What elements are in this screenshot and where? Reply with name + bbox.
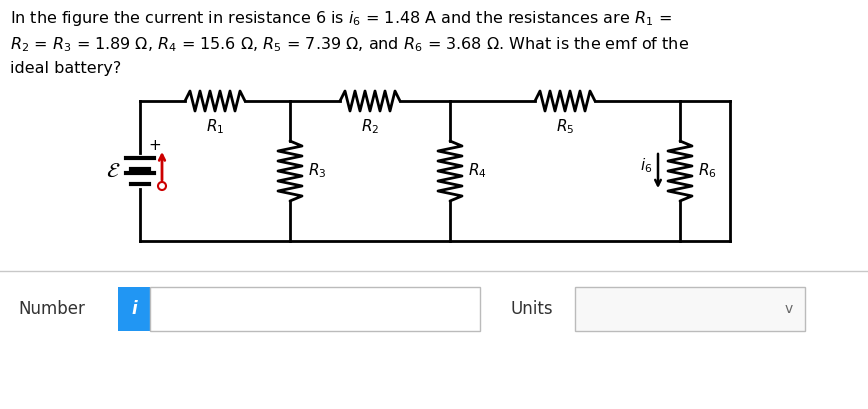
Bar (575, 287, 805, 331)
Text: $R_2$: $R_2$ (361, 117, 379, 136)
Text: ideal battery?: ideal battery? (10, 61, 122, 76)
Text: +: + (148, 139, 161, 153)
Text: $R_6$: $R_6$ (698, 162, 717, 180)
Text: i: i (131, 300, 137, 318)
Text: v: v (785, 302, 793, 316)
Text: $R_4$: $R_4$ (468, 162, 487, 180)
Text: Number: Number (18, 300, 85, 318)
Text: $R_5$: $R_5$ (556, 117, 574, 136)
Text: In the figure the current in resistance 6 is $i_6$ = 1.48 A and the resistances : In the figure the current in resistance … (10, 9, 672, 28)
Text: Units: Units (510, 300, 553, 318)
Text: $R_2$ = $R_3$ = 1.89 $\Omega$, $R_4$ = 15.6 $\Omega$, $R_5$ = 7.39 $\Omega$, and: $R_2$ = $R_3$ = 1.89 $\Omega$, $R_4$ = 1… (10, 35, 689, 54)
Text: $\mathcal{E}$: $\mathcal{E}$ (106, 161, 120, 181)
Text: $R_1$: $R_1$ (206, 117, 224, 136)
Bar (118, 287, 150, 331)
Bar (150, 287, 480, 331)
Text: $R_3$: $R_3$ (308, 162, 326, 180)
Text: $i_6$: $i_6$ (640, 157, 652, 175)
